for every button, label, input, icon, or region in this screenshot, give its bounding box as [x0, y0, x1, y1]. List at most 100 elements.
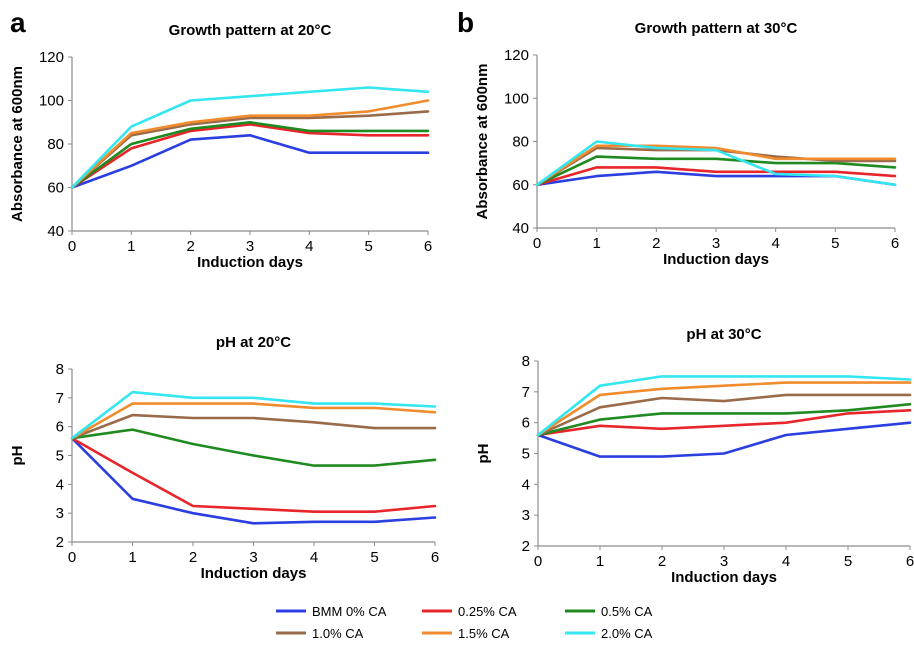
y-tick-label: 5	[522, 446, 530, 463]
y-tick-label: 6	[522, 415, 530, 432]
x-tick-label: 4	[305, 238, 313, 255]
y-tick-label: 7	[56, 390, 64, 407]
series-line-6	[535, 140, 897, 187]
x-axis-title: Induction days	[663, 251, 769, 268]
legend: BMM 0% CA 0.25% CA 0.5% CA 1.0% CA 1.5% CA 2.…	[276, 604, 653, 641]
chart-2: 40 60 80 100 120 0 1 2 3 4 5 6 Growth pattern at 30°…	[474, 20, 899, 268]
y-tick-label: 80	[512, 134, 529, 151]
x-tick-label: 2	[652, 235, 660, 252]
x-tick-label: 4	[782, 553, 790, 570]
series-line-2	[70, 436, 437, 514]
y-tick-label: 80	[47, 136, 64, 153]
y-tick-label: 120	[504, 47, 529, 64]
x-axis-title: Induction days	[671, 569, 777, 586]
series-line-3	[535, 155, 897, 187]
y-tick-label: 100	[504, 90, 529, 107]
chart-3: 2 3 4 5 6 7 8 0 1 2 3 4 5 6 pH at 20°C Induction days pH	[9, 334, 439, 582]
series-line-6	[70, 86, 430, 189]
series-line-5	[536, 381, 912, 437]
series-line-5	[70, 99, 430, 189]
series-line-4	[70, 110, 430, 189]
y-tick-label: 3	[56, 505, 64, 522]
y-tick-label: 60	[47, 180, 64, 197]
series-line-2	[70, 123, 430, 189]
legend-label: 2.0% CA	[601, 626, 653, 641]
series-line-6	[536, 375, 912, 437]
chart-1: 40 60 80 100 120 0 1 2 3 4 5 6 Growth pattern at 20°…	[9, 22, 432, 271]
y-tick-label: 100	[39, 93, 64, 110]
series-line-4	[535, 146, 897, 187]
legend-item: BMM 0% CA	[276, 604, 387, 619]
y-tick-label: 60	[512, 177, 529, 194]
legend-label: BMM 0% CA	[312, 604, 387, 619]
y-tick-label: 5	[56, 448, 64, 465]
legend-item: 0.5% CA	[565, 604, 653, 619]
series-line-1	[535, 170, 897, 187]
y-tick-label: 4	[56, 476, 64, 493]
x-axis-title: Induction days	[197, 254, 303, 271]
x-tick-label: 5	[844, 553, 852, 570]
x-tick-label: 3	[246, 238, 254, 255]
panel-label-a: a	[10, 7, 26, 38]
panel-label-b: b	[457, 7, 474, 38]
series-line-1	[70, 436, 437, 525]
x-tick-label: 5	[364, 238, 372, 255]
y-tick-label: 4	[522, 476, 530, 493]
legend-item: 0.25% CA	[422, 604, 517, 619]
y-tick-label: 3	[522, 507, 530, 524]
x-tick-label: 6	[891, 235, 899, 252]
chart-title: Growth pattern at 20°C	[169, 22, 332, 39]
series-line-1	[536, 421, 912, 458]
y-tick-label: 2	[522, 538, 530, 555]
x-tick-label: 1	[128, 549, 136, 566]
series-line-2	[536, 408, 912, 437]
x-tick-label: 3	[712, 235, 720, 252]
y-tick-label: 2	[56, 534, 64, 551]
series-line-5	[535, 144, 897, 187]
y-axis-title: pH	[9, 446, 26, 466]
x-tick-label: 2	[658, 553, 666, 570]
y-tick-label: 40	[47, 223, 64, 240]
chart-title: Growth pattern at 30°C	[635, 20, 798, 37]
legend-item: 1.5% CA	[422, 626, 510, 641]
x-tick-label: 0	[68, 549, 76, 566]
series-line-3	[70, 428, 437, 467]
x-tick-label: 3	[249, 549, 257, 566]
x-tick-label: 1	[127, 238, 135, 255]
legend-label: 1.0% CA	[312, 626, 364, 641]
series-line-4	[70, 413, 437, 440]
x-tick-label: 0	[533, 235, 541, 252]
y-axis-title: Absorbance at 600nm	[9, 66, 26, 222]
x-tick-label: 3	[720, 553, 728, 570]
legend-item: 2.0% CA	[565, 626, 653, 641]
y-tick-label: 7	[522, 384, 530, 401]
x-tick-label: 5	[370, 549, 378, 566]
x-tick-label: 0	[534, 553, 542, 570]
x-tick-label: 6	[424, 238, 432, 255]
y-tick-label: 8	[522, 353, 530, 370]
y-tick-label: 8	[56, 361, 64, 378]
legend-label: 0.5% CA	[601, 604, 653, 619]
chart-4: 2 3 4 5 6 7 8 0 1 2 3 4 5 6 pH at 30°C Induction days pH	[475, 326, 914, 586]
x-axis-title: Induction days	[201, 565, 307, 582]
y-tick-label: 40	[512, 220, 529, 237]
series-line-6	[70, 390, 437, 440]
series-line-3	[536, 402, 912, 437]
x-tick-label: 6	[431, 549, 439, 566]
legend-label: 0.25% CA	[458, 604, 517, 619]
y-axis-title: Absorbance at 600nm	[474, 64, 491, 220]
x-tick-label: 5	[831, 235, 839, 252]
chart-title: pH at 20°C	[216, 334, 291, 351]
series-line-4	[536, 393, 912, 437]
legend-item: 1.0% CA	[276, 626, 364, 641]
series-line-2	[535, 166, 897, 187]
x-tick-label: 4	[771, 235, 779, 252]
x-tick-label: 2	[189, 549, 197, 566]
series-line-3	[70, 121, 430, 189]
x-tick-label: 6	[906, 553, 914, 570]
x-tick-label: 4	[310, 549, 318, 566]
x-tick-label: 2	[186, 238, 194, 255]
series-line-5	[70, 402, 437, 440]
